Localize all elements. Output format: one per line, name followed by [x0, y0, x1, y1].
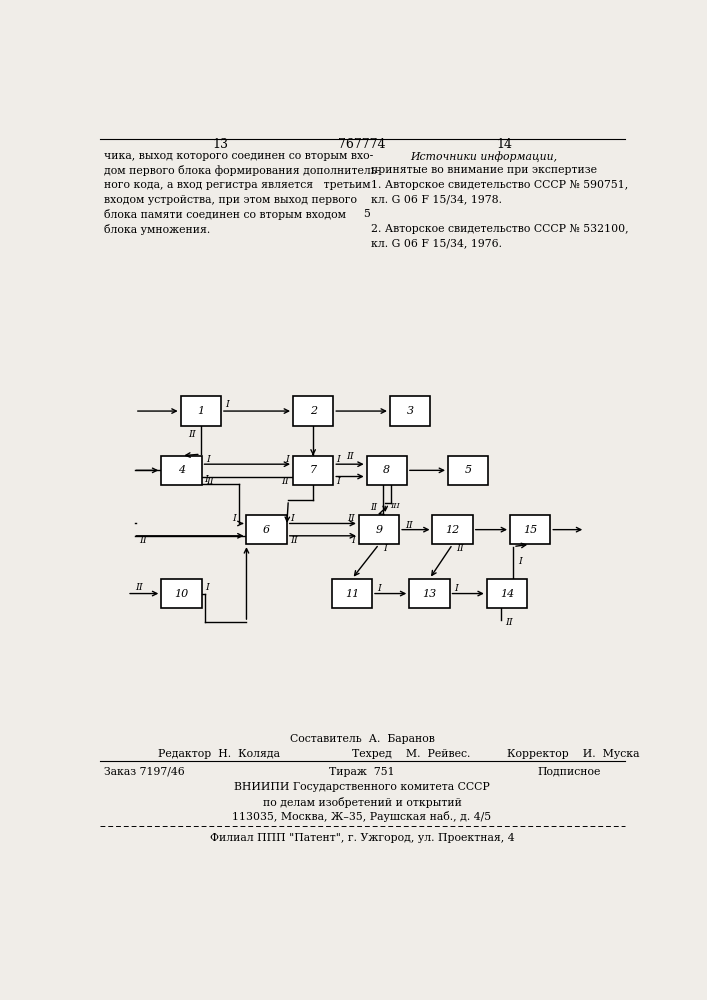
Bar [293, 456, 333, 485]
Bar [486, 579, 527, 608]
Text: 8: 8 [383, 465, 390, 475]
Text: 3: 3 [407, 406, 414, 416]
Text: Составитель  А.  Баранов: Составитель А. Баранов [289, 734, 434, 744]
Text: 14: 14 [500, 589, 514, 599]
Text: I: I [204, 475, 209, 484]
Text: кл. G 06 F 15/34, 1976.: кл. G 06 F 15/34, 1976. [371, 239, 502, 249]
Bar [448, 456, 489, 485]
Bar [409, 579, 450, 608]
Text: Заказ 7197/46: Заказ 7197/46 [104, 767, 185, 777]
Text: Подписное: Подписное [538, 767, 601, 777]
Text: 2. Авторское свидетельство СССР № 532100,: 2. Авторское свидетельство СССР № 532100… [371, 224, 629, 234]
Text: кл. G 06 F 15/34, 1978.: кл. G 06 F 15/34, 1978. [371, 195, 502, 205]
Text: II: II [457, 544, 464, 553]
Bar [390, 396, 430, 426]
Text: 1: 1 [197, 406, 204, 416]
Text: I: I [337, 455, 340, 464]
Text: 6: 6 [263, 525, 270, 535]
Text: блока умножения.: блока умножения. [104, 224, 210, 235]
Text: принятые во внимание при экспертизе: принятые во внимание при экспертизе [370, 165, 597, 175]
Text: I: I [518, 557, 522, 566]
Text: II: II [405, 521, 413, 530]
Text: I: I [233, 514, 236, 523]
Text: III: III [390, 502, 399, 510]
Text: входом устройства, при этом выход первого: входом устройства, при этом выход первог… [104, 195, 357, 205]
Text: блока памяти соединен со вторым входом: блока памяти соединен со вторым входом [104, 209, 346, 220]
Bar [433, 515, 473, 544]
Text: I: I [206, 455, 210, 464]
Text: I: I [377, 584, 380, 593]
Text: II: II [291, 536, 298, 545]
Text: ВНИИПИ Государственного комитета СССР: ВНИИПИ Государственного комитета СССР [234, 782, 490, 792]
Bar [332, 579, 372, 608]
Bar [293, 396, 333, 426]
Text: II: II [370, 503, 378, 512]
Text: II: II [346, 452, 354, 461]
Text: 767774: 767774 [338, 138, 386, 151]
Text: по делам изобретений и открытий: по делам изобретений и открытий [262, 797, 462, 808]
Text: I: I [225, 400, 229, 409]
Bar [367, 456, 407, 485]
Text: I: I [454, 584, 458, 593]
Text: II: II [347, 514, 355, 523]
Text: I: I [337, 477, 340, 486]
Text: 15: 15 [523, 525, 537, 535]
Text: 7: 7 [310, 465, 317, 475]
Text: Тираж  751: Тираж 751 [329, 767, 395, 777]
Text: I: I [384, 544, 387, 553]
Text: I: I [206, 583, 209, 592]
Text: Корректор    И.  Муска: Корректор И. Муска [507, 749, 639, 759]
Text: Техред    М.  Рейвес.: Техред М. Рейвес. [352, 749, 470, 759]
Bar [161, 456, 201, 485]
Text: 10: 10 [174, 589, 189, 599]
Text: 13: 13 [422, 589, 436, 599]
Bar [247, 515, 287, 544]
Text: 4: 4 [178, 465, 185, 475]
Text: чика, выход которого соединен со вторым вхо-: чика, выход которого соединен со вторым … [104, 151, 373, 161]
Bar [180, 396, 221, 426]
Text: II: II [139, 536, 146, 545]
Text: II: II [188, 430, 196, 439]
Text: 11: 11 [345, 589, 359, 599]
Text: 5: 5 [464, 465, 472, 475]
Text: I: I [285, 455, 289, 464]
Bar [161, 579, 201, 608]
Text: ного кода, а вход регистра является   третьим: ного кода, а вход регистра является трет… [104, 180, 370, 190]
Text: II: II [206, 477, 214, 486]
Text: Редактор  Н.  Коляда: Редактор Н. Коляда [158, 749, 280, 759]
Text: 2: 2 [310, 406, 317, 416]
Text: Филиал ППП "Патент", г. Ужгород, ул. Проектная, 4: Филиал ППП "Патент", г. Ужгород, ул. Про… [210, 833, 514, 843]
Text: II: II [135, 583, 143, 592]
Text: дом первого блока формирования дополнитель-: дом первого блока формирования дополните… [104, 165, 380, 176]
Text: 5: 5 [363, 209, 370, 219]
Text: 113035, Москва, Ж–35, Раушская наб., д. 4/5: 113035, Москва, Ж–35, Раушская наб., д. … [233, 811, 491, 822]
Bar [359, 515, 399, 544]
Text: I: I [351, 536, 355, 545]
Text: Источники информации,: Источники информации, [410, 151, 557, 162]
Text: II: II [506, 618, 513, 627]
Text: 1. Авторское свидетельство СССР № 590751,: 1. Авторское свидетельство СССР № 590751… [371, 180, 629, 190]
Text: 13: 13 [212, 138, 228, 151]
Text: II: II [281, 477, 289, 486]
Text: 14: 14 [496, 138, 513, 151]
Text: I: I [291, 514, 295, 523]
Bar [510, 515, 550, 544]
Text: 9: 9 [375, 525, 382, 535]
Text: 12: 12 [445, 525, 460, 535]
